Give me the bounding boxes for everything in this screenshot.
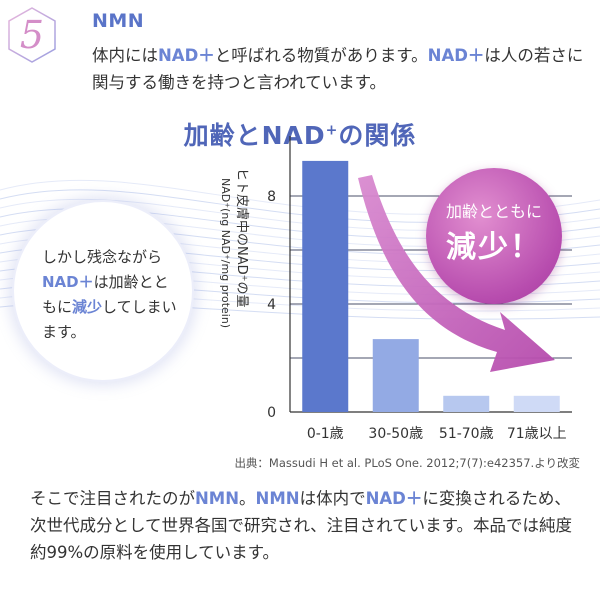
- intro-segment: は人の若さに関与する働きを持つと言われています。: [92, 46, 584, 92]
- section-title: NMN: [92, 10, 145, 32]
- callout-segment: しかし残念ながら: [42, 248, 163, 266]
- x-tick-label: 30-50歳: [368, 426, 423, 442]
- bottom-segment: そこで注目されたのが: [30, 489, 195, 508]
- section-number-icon: 5: [8, 7, 56, 63]
- source-citation: 出典：Massudi H et al. PLoS One. 2012;7(7):…: [234, 456, 580, 470]
- callout-segment: してしまいます。: [42, 298, 177, 341]
- intro-segment: NAD＋: [158, 46, 215, 65]
- badge-line2: 減少！: [446, 230, 542, 265]
- callout-bubble: [12, 200, 194, 382]
- decrease-arrow-icon: [358, 175, 555, 372]
- x-tick-label: 51-70歳: [439, 426, 494, 442]
- bottom-segment: NAD＋: [365, 489, 423, 508]
- decrease-badge: [426, 168, 562, 304]
- bottom-segment: NMN: [195, 489, 240, 508]
- chart-title: 加齢とNAD+の関係: [183, 121, 417, 150]
- intro-segment: 体内には: [92, 46, 158, 65]
- badge-line1: 加齢とともに: [445, 202, 542, 221]
- bottom-text: そこで注目されたのがNMN。NMNは体内でNAD＋に変換されるため、次世代成分と…: [30, 485, 580, 566]
- bar: [372, 339, 419, 412]
- callout-segment: NAD＋: [42, 273, 94, 291]
- y-tick-label: 8: [267, 189, 276, 205]
- intro-segment: NAD＋: [427, 46, 485, 65]
- intro-segment: と呼ばれる物質があります。: [214, 46, 428, 65]
- callout-segment: は加齢とともに: [42, 273, 169, 316]
- bar: [513, 395, 560, 412]
- callout-text: しかし残念ながら NAD＋は加齢とともに減少してしまいます。: [42, 245, 182, 345]
- y-axis-unit-label: NAD⁺(ng NAD⁺/mg protein): [219, 178, 232, 328]
- y-tick-label: 0: [267, 405, 276, 421]
- callout-segment: 減少: [72, 298, 103, 316]
- bar: [302, 160, 349, 412]
- bar: [443, 395, 490, 412]
- bottom-segment: NMN: [255, 489, 300, 508]
- svg-text:5: 5: [20, 13, 44, 57]
- bottom-segment: に変換されるため、次世代成分として世界各国で研究され、注目されています。本品では…: [30, 489, 573, 562]
- x-tick-label: 0-1歳: [307, 426, 344, 442]
- bottom-segment: は体内で: [299, 489, 366, 508]
- intro-text: 体内にはNAD＋と呼ばれる物質があります。NAD＋は人の若さに関与する働きを持つ…: [92, 42, 592, 96]
- y-axis-label: ヒト皮膚中のNAD⁺の量: [234, 168, 250, 308]
- y-tick-label: 4: [267, 297, 276, 313]
- bottom-segment: 。: [239, 489, 256, 508]
- x-tick-label: 71歳以上: [507, 426, 567, 442]
